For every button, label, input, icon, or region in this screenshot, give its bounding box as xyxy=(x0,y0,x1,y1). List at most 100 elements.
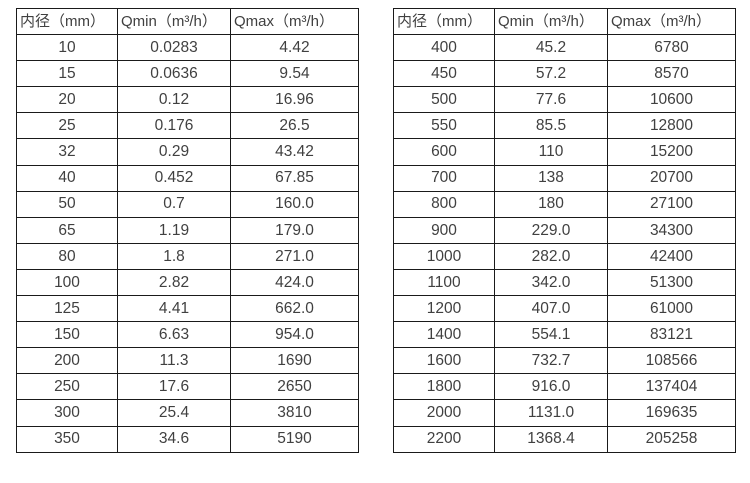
table-cell: 662.0 xyxy=(230,295,359,323)
table-row: 1000 282.0 42400 xyxy=(393,242,736,270)
table-row: 125 4.41 662.0 xyxy=(16,295,359,323)
flow-table-large-diameters: 内径（mm） Qmin（m³/h） Qmax（m³/h） 400 45.2 6780… xyxy=(393,7,736,453)
table-cell: 25.4 xyxy=(117,399,231,427)
table-cell: 26.5 xyxy=(230,112,359,140)
table-cell: 282.0 xyxy=(494,242,608,270)
table-cell: 40 xyxy=(16,164,118,192)
table-cell: 20700 xyxy=(607,164,736,192)
table-cell: 67.85 xyxy=(230,164,359,192)
table-cell: 65 xyxy=(16,216,118,244)
table-cell: 0.176 xyxy=(117,112,231,140)
table-row: 200 11.3 1690 xyxy=(16,347,359,375)
table-row: 800 180 27100 xyxy=(393,190,736,218)
table-row: 20 0.12 16.96 xyxy=(16,86,359,114)
table-row: 10 0.0283 4.42 xyxy=(16,34,359,62)
table-cell: 1600 xyxy=(393,347,495,375)
table-cell: 0.0283 xyxy=(117,34,231,62)
header-row: 内径（mm） Qmin（m³/h） Qmax（m³/h） xyxy=(393,7,736,36)
column-header-diameter: 内径（mm） xyxy=(393,7,495,36)
table-cell: 25 xyxy=(16,112,118,140)
table-cell: 20 xyxy=(16,86,118,114)
table-cell: 0.452 xyxy=(117,164,231,192)
table-cell: 125 xyxy=(16,295,118,323)
table-cell: 1.8 xyxy=(117,242,231,270)
table-row: 150 6.63 954.0 xyxy=(16,321,359,349)
table-cell: 10 xyxy=(16,34,118,62)
flow-rate-tables: 内径（mm） Qmin（m³/h） Qmax（m³/h） 10 0.0283 4.4… xyxy=(16,7,736,453)
table-cell: 42400 xyxy=(607,242,736,270)
table-cell: 108566 xyxy=(607,347,736,375)
table-cell: 34.6 xyxy=(117,425,231,453)
table-cell: 916.0 xyxy=(494,373,608,401)
table-cell: 16.96 xyxy=(230,86,359,114)
table-row: 1600 732.7 108566 xyxy=(393,347,736,375)
table-row: 300 25.4 3810 xyxy=(16,399,359,427)
table-cell: 15200 xyxy=(607,138,736,166)
table-cell: 9.54 xyxy=(230,60,359,88)
table-cell: 15 xyxy=(16,60,118,88)
table-cell: 550 xyxy=(393,112,495,140)
table-cell: 137404 xyxy=(607,373,736,401)
table-row: 550 85.5 12800 xyxy=(393,112,736,140)
table-cell: 8570 xyxy=(607,60,736,88)
table-cell: 2200 xyxy=(393,425,495,453)
table-cell: 83121 xyxy=(607,321,736,349)
table-row: 40 0.452 67.85 xyxy=(16,164,359,192)
flow-table-small-diameters: 内径（mm） Qmin（m³/h） Qmax（m³/h） 10 0.0283 4.4… xyxy=(16,7,359,453)
table-row: 32 0.29 43.42 xyxy=(16,138,359,166)
table-cell: 800 xyxy=(393,190,495,218)
table-row: 250 17.6 2650 xyxy=(16,373,359,401)
table-cell: 600 xyxy=(393,138,495,166)
table-cell: 732.7 xyxy=(494,347,608,375)
table-cell: 50 xyxy=(16,190,118,218)
table-cell: 342.0 xyxy=(494,268,608,297)
table-cell: 2.82 xyxy=(117,268,231,297)
table-row: 400 45.2 6780 xyxy=(393,34,736,62)
table-row: 500 77.6 10600 xyxy=(393,86,736,114)
table-cell: 27100 xyxy=(607,190,736,218)
column-header-qmin: Qmin（m³/h） xyxy=(494,7,608,36)
table-row: 1400 554.1 83121 xyxy=(393,321,736,349)
table-cell: 61000 xyxy=(607,295,736,323)
table-cell: 1690 xyxy=(230,347,359,375)
table-row: 900 229.0 34300 xyxy=(393,216,736,244)
table-cell: 0.0636 xyxy=(117,60,231,88)
table-cell: 400 xyxy=(393,34,495,62)
table-cell: 6.63 xyxy=(117,321,231,349)
table-cell: 900 xyxy=(393,216,495,244)
table-cell: 32 xyxy=(16,138,118,166)
table-cell: 229.0 xyxy=(494,216,608,244)
table-cell: 12800 xyxy=(607,112,736,140)
table-row: 1200 407.0 61000 xyxy=(393,295,736,323)
table-cell: 4.41 xyxy=(117,295,231,323)
table-row: 25 0.176 26.5 xyxy=(16,112,359,140)
column-header-qmax: Qmax（m³/h） xyxy=(230,7,359,36)
table-cell: 34300 xyxy=(607,216,736,244)
table-cell: 1800 xyxy=(393,373,495,401)
table-cell: 160.0 xyxy=(230,190,359,218)
table-cell: 2000 xyxy=(393,399,495,427)
table-row: 1800 916.0 137404 xyxy=(393,373,736,401)
table-cell: 1100 xyxy=(393,268,495,297)
table-cell: 11.3 xyxy=(117,347,231,375)
table-cell: 1200 xyxy=(393,295,495,323)
column-header-diameter: 内径（mm） xyxy=(16,7,118,36)
table-cell: 700 xyxy=(393,164,495,192)
table-cell: 954.0 xyxy=(230,321,359,349)
table-cell: 0.12 xyxy=(117,86,231,114)
table-row: 600 110 15200 xyxy=(393,138,736,166)
table-row: 2200 1368.4 205258 xyxy=(393,425,736,453)
table-cell: 271.0 xyxy=(230,242,359,270)
table-cell: 554.1 xyxy=(494,321,608,349)
table-cell: 80 xyxy=(16,242,118,270)
table-row: 700 138 20700 xyxy=(393,164,736,192)
table-cell: 450 xyxy=(393,60,495,88)
table-cell: 1.19 xyxy=(117,216,231,244)
table-cell: 500 xyxy=(393,86,495,114)
table-cell: 45.2 xyxy=(494,34,608,62)
table-cell: 17.6 xyxy=(117,373,231,401)
table-cell: 200 xyxy=(16,347,118,375)
table-cell: 110 xyxy=(494,138,608,166)
table-row: 350 34.6 5190 xyxy=(16,425,359,453)
table-row: 1100 342.0 51300 xyxy=(393,268,736,297)
